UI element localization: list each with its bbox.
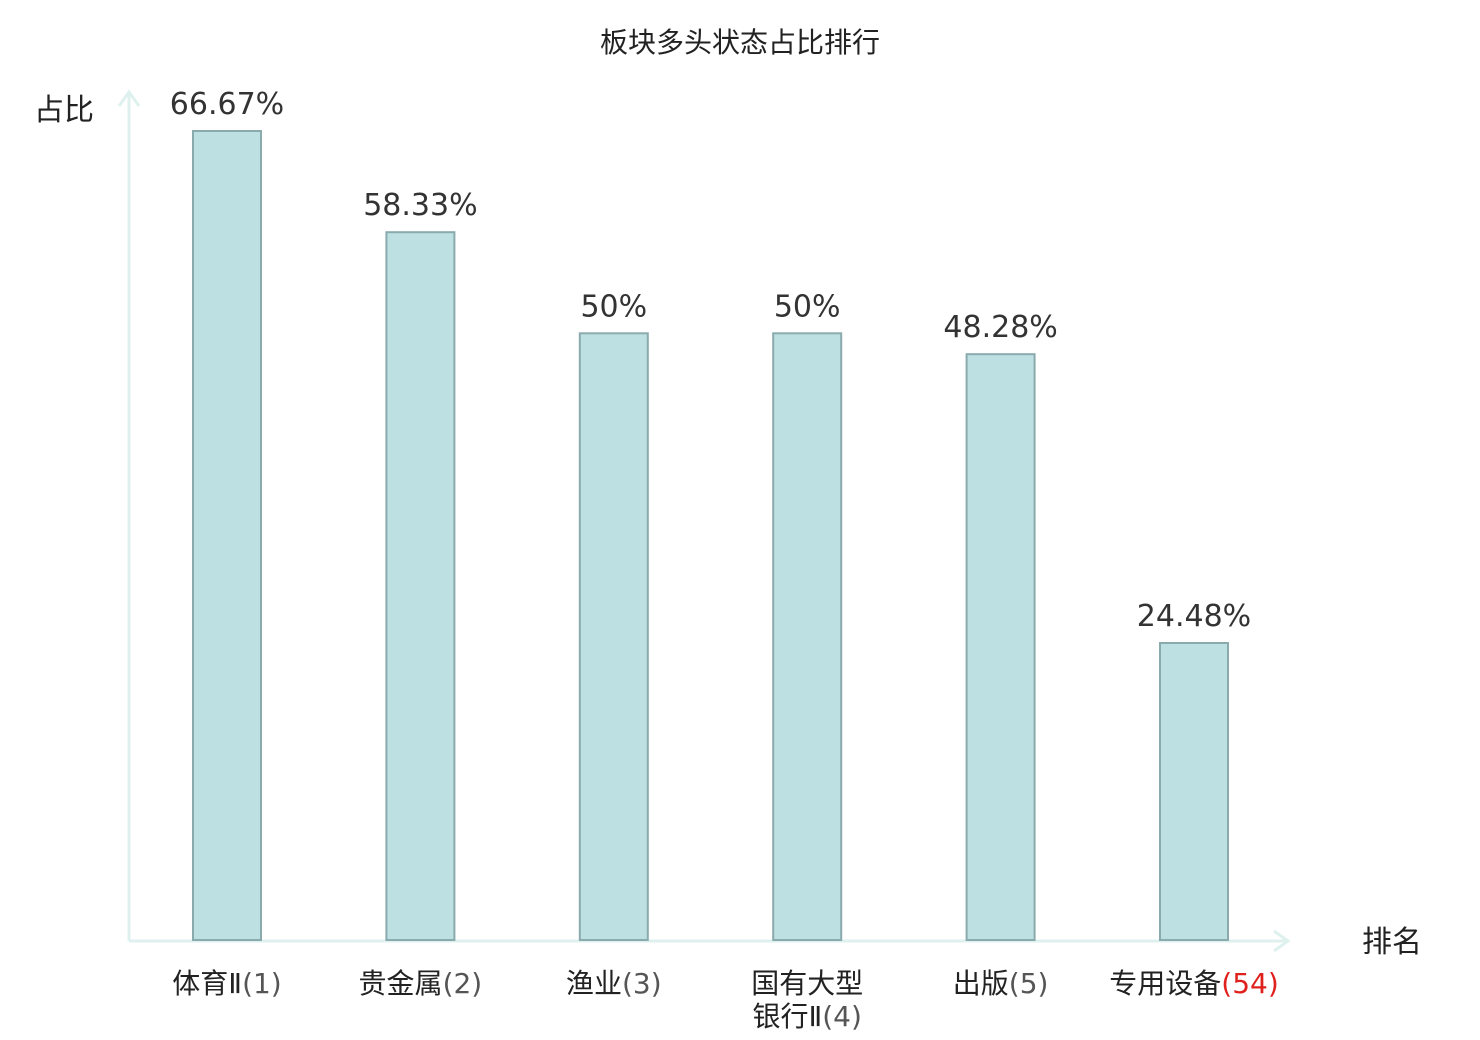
value-labels-group: 66.67% 58.33% 50% 50% 48.28% 24.48% <box>170 87 1251 634</box>
bars-group <box>192 130 1229 941</box>
bar-6 <box>1159 642 1229 941</box>
category-label-4-line-2: 银行Ⅱ(4) <box>752 1000 861 1033</box>
category-rank: (54) <box>1221 967 1278 1000</box>
bar-3 <box>578 332 649 941</box>
value-label-1: 66.67% <box>170 87 284 122</box>
category-label-3: 渔业(3) <box>566 967 662 1000</box>
category-rank: (2) <box>443 967 483 1000</box>
x-axis-label: 排名 <box>1362 925 1422 960</box>
bar-5 <box>965 353 1036 941</box>
value-label-4: 50% <box>774 289 841 324</box>
bar-4 <box>772 332 843 941</box>
category-name: 国有大型 <box>751 967 863 1000</box>
category-rank: (5) <box>1009 967 1049 1000</box>
category-label-1: 体育Ⅱ(1) <box>172 967 281 1000</box>
value-label-2: 58.33% <box>363 188 477 223</box>
category-name: 体育Ⅱ <box>172 967 242 1000</box>
category-rank: (3) <box>622 967 662 1000</box>
category-name: 出版 <box>953 967 1009 1000</box>
category-name: 渔业 <box>566 967 622 1000</box>
bar-2 <box>385 231 456 941</box>
value-label-6: 24.48% <box>1137 599 1251 634</box>
category-name: 贵金属 <box>359 967 443 1000</box>
category-name: 银行Ⅱ <box>752 1000 822 1033</box>
y-axis <box>117 89 141 941</box>
category-rank: (4) <box>822 1000 862 1033</box>
value-label-3: 50% <box>580 289 647 324</box>
category-label-4-line-1: 国有大型 <box>751 967 863 1000</box>
category-label-6: 专用设备(54) <box>1109 967 1279 1000</box>
category-name: 专用设备 <box>1109 967 1221 1000</box>
category-label-2: 贵金属(2) <box>359 967 483 1000</box>
category-rank: (1) <box>242 967 282 1000</box>
y-axis-label: 占比 <box>34 93 94 128</box>
value-label-5: 48.28% <box>943 310 1057 345</box>
y-axis-arrow <box>117 89 141 107</box>
chart-title: 板块多头状态占比排行 <box>600 26 880 59</box>
x-axis-arrow <box>1273 929 1291 953</box>
bar-1 <box>192 130 262 941</box>
x-axis <box>129 929 1291 953</box>
category-label-5: 出版(5) <box>953 967 1049 1000</box>
